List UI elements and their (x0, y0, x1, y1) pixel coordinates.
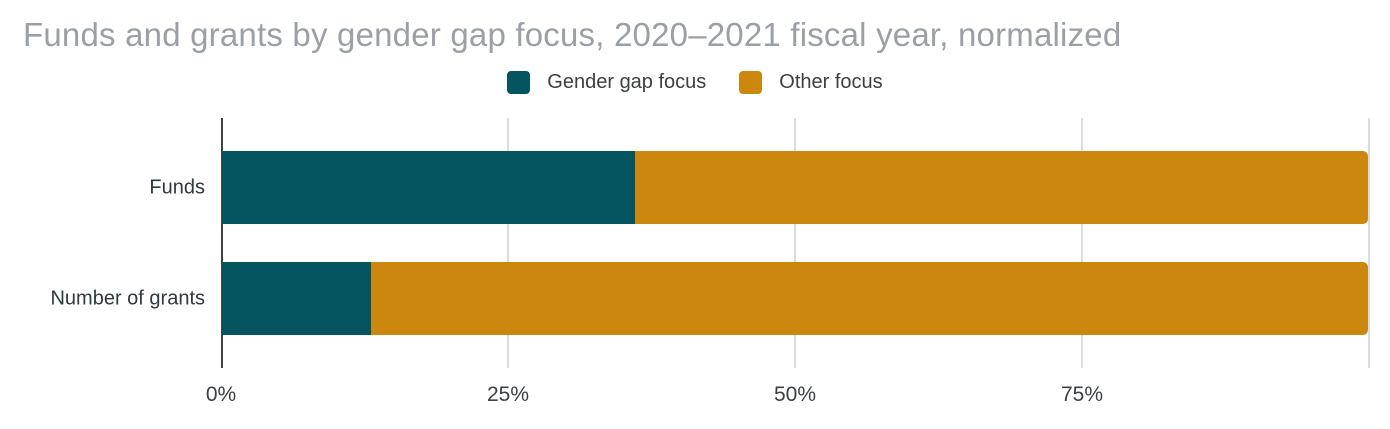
gridline-100 (1368, 118, 1370, 368)
bar-segment-other-focus[interactable] (370, 262, 1368, 335)
chart-title: Funds and grants by gender gap focus, 20… (23, 16, 1122, 53)
row-label-number-of-grants: Number of grants (50, 287, 205, 309)
legend-swatch-icon (739, 71, 763, 94)
legend-item-other-focus[interactable]: Other focus (739, 71, 883, 94)
x-tick-label-50: 50% (773, 383, 817, 406)
legend-label: Gender gap focus (547, 71, 707, 93)
x-tick-label-25: 25% (486, 383, 530, 406)
bar-segment-gender-gap-focus[interactable] (222, 151, 635, 224)
plot-area (221, 118, 1370, 368)
x-tick-label-0: 0% (205, 383, 237, 406)
x-tick-label-75: 75% (1060, 383, 1104, 406)
gridline-50 (794, 118, 796, 368)
gridline-75 (1081, 118, 1083, 368)
legend: Gender gap focus Other focus (0, 71, 1390, 94)
legend-swatch-icon (507, 71, 531, 94)
bar-funds (222, 151, 1368, 224)
bar-number-of-grants (222, 262, 1368, 335)
bar-segment-gender-gap-focus[interactable] (222, 262, 371, 335)
y-axis-baseline (221, 118, 223, 368)
bar-segment-other-focus[interactable] (634, 151, 1368, 224)
row-label-funds: Funds (149, 176, 205, 198)
legend-label: Other focus (779, 71, 883, 93)
legend-item-gender-gap-focus[interactable]: Gender gap focus (507, 71, 706, 94)
gridline-25 (507, 118, 509, 368)
